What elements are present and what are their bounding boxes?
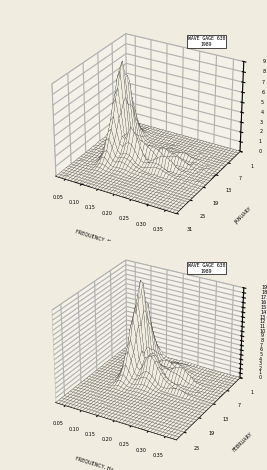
Text: WAVE GAGE 630
1989: WAVE GAGE 630 1989: [188, 263, 225, 274]
X-axis label: FREQUENCY, Hz: FREQUENCY, Hz: [75, 229, 114, 245]
Y-axis label: JANUARY: JANUARY: [233, 206, 252, 225]
X-axis label: FREQUENCY, Hz: FREQUENCY, Hz: [75, 455, 114, 470]
Text: WAVE GAGE 630
1989: WAVE GAGE 630 1989: [188, 36, 225, 47]
Y-axis label: FEBRUARY: FEBRUARY: [232, 431, 254, 452]
